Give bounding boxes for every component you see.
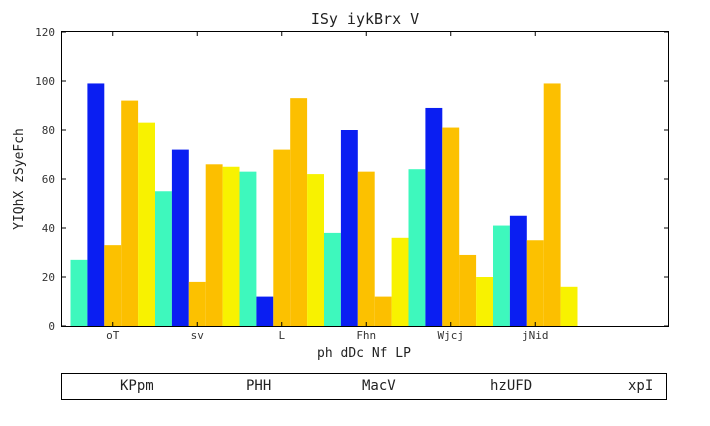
x-tick-label: jNid (522, 329, 549, 342)
y-tick-label: 0 (48, 320, 55, 333)
bar-kppm-l (239, 171, 257, 326)
y-tick-label: 40 (42, 222, 55, 235)
x-tick-label: oT (106, 329, 120, 342)
bar-xpi-l (307, 174, 324, 326)
bar-kppm-sv (155, 191, 172, 326)
bar-hzufd-l (290, 98, 308, 327)
y-tick-label: 60 (42, 173, 55, 186)
bar-phh-jnid (509, 215, 527, 326)
legend-item-phh: PHH (246, 378, 272, 394)
legend-item-hzufd: hzUFD (490, 378, 533, 394)
bar-xpi-wjcj (476, 277, 493, 326)
chart-title: ISy iykBrx V (311, 10, 419, 28)
bar-macv-l (273, 149, 291, 326)
bars-group (70, 83, 578, 327)
bar-xpi-ot (138, 122, 155, 327)
bar-macv-wjcj (442, 127, 460, 326)
bar-kppm-fhn (324, 232, 341, 326)
legend-item-kppm: KPpm (120, 378, 154, 394)
bar-macv-jnid (526, 240, 544, 326)
plot-frame (61, 31, 669, 327)
x-tick-label: L (278, 329, 285, 342)
legend-item-xpi: xpI (628, 378, 654, 394)
bar-macv-ot (104, 245, 122, 326)
bar-xpi-jnid (560, 286, 578, 326)
bar-hzufd-ot (121, 100, 139, 326)
x-tick-label: Wjcj (438, 329, 465, 342)
bar-chart: ISy iykBrx V 0 20 40 60 80 100 120 oT sv L Fhn Wjc… (12, 10, 669, 361)
bar-phh-sv (171, 149, 189, 326)
bar-macv-sv (188, 281, 206, 326)
x-tick-label: Fhn (356, 329, 376, 342)
bar-hzufd-wjcj (459, 254, 477, 326)
x-tick-label: sv (191, 329, 205, 342)
y-tick-label: 100 (35, 75, 55, 88)
bar-phh-ot (87, 83, 105, 326)
y-axis: 0 20 40 60 80 100 120 (35, 26, 668, 333)
y-tick-label: 120 (35, 26, 55, 39)
bar-macv-fhn (357, 171, 375, 326)
bar-kppm-jnid (493, 225, 510, 326)
bar-kppm-wjcj (408, 169, 426, 326)
bar-hzufd-fhn (374, 296, 392, 326)
y-axis-label: YIQhX zSyeFch (12, 128, 27, 230)
y-tick-label: 20 (42, 271, 55, 284)
bar-phh-fhn (340, 130, 358, 326)
legend-item-macv: MacV (362, 378, 396, 394)
x-axis: oT sv L Fhn Wjcj jNid (106, 32, 549, 342)
bar-xpi-fhn (391, 237, 409, 326)
bar-phh-l (256, 296, 274, 326)
bar-xpi-sv (222, 166, 240, 326)
y-tick-label: 80 (42, 124, 55, 137)
bar-hzufd-sv (205, 164, 223, 326)
x-axis-label: ph dDc Nf LP (317, 346, 411, 361)
bar-kppm-ot (70, 259, 88, 326)
bar-phh-wjcj (425, 107, 443, 326)
legend: KPpm PHH MacV hzUFD xpI (61, 373, 667, 400)
bar-hzufd-jnid (543, 83, 561, 326)
